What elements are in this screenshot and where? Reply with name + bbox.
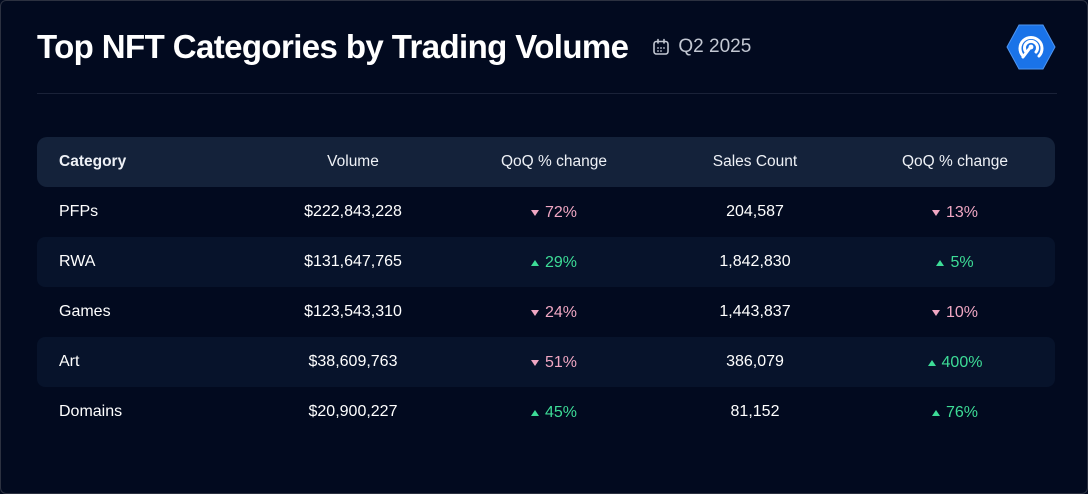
categories-table: Category Volume QoQ % change Sales Count… xyxy=(37,137,1055,437)
sales-change-indicator: 5% xyxy=(936,253,974,272)
header-volume-change: QoQ % change xyxy=(501,153,607,170)
sales-change-indicator: 13% xyxy=(931,203,979,222)
cell-sales-change: 400% xyxy=(855,353,1055,372)
cell-category: Games xyxy=(59,303,111,320)
header-sales-count: Sales Count xyxy=(712,153,798,170)
table-row: PFPs $222,843,228 72% 204,587 13% xyxy=(37,187,1055,237)
period-label: Q2 2025 xyxy=(678,36,752,57)
sales-change-indicator: 400% xyxy=(927,353,983,372)
cell-volume: $20,900,227 xyxy=(308,403,398,420)
volume-change-value: 45% xyxy=(544,403,578,421)
cell-volume-change: 29% xyxy=(453,253,655,272)
signal-logo-icon[interactable] xyxy=(1005,23,1057,71)
cell-volume: $123,543,310 xyxy=(304,303,402,320)
trend-down-icon xyxy=(530,359,539,366)
period-badge: Q2 2025 xyxy=(652,36,751,58)
cell-sales-count: 1,842,830 xyxy=(719,253,791,270)
page-title: Top NFT Categories by Trading Volume xyxy=(37,28,629,65)
sales-change-indicator: 76% xyxy=(931,403,979,422)
volume-change-indicator: 72% xyxy=(530,203,578,222)
trend-down-icon xyxy=(530,209,539,216)
cell-category: Domains xyxy=(59,403,123,420)
table-body: PFPs $222,843,228 72% 204,587 13% RWA $1… xyxy=(37,187,1055,437)
table-row: RWA $131,647,765 29% 1,842,830 5% xyxy=(37,237,1055,287)
trend-down-icon xyxy=(931,309,940,316)
trend-down-icon xyxy=(530,309,539,316)
sales-change-value: 13% xyxy=(945,203,979,221)
volume-change-indicator: 24% xyxy=(530,303,578,322)
header-category: Category xyxy=(59,153,127,170)
trend-up-icon xyxy=(927,359,936,366)
header: Top NFT Categories by Trading Volume Q2 … xyxy=(37,23,1057,71)
table-row: Games $123,543,310 24% 1,443,837 10% xyxy=(37,287,1055,337)
cell-sales-change: 5% xyxy=(855,253,1055,272)
cell-category: RWA xyxy=(59,253,96,270)
sales-change-value: 10% xyxy=(945,303,979,321)
volume-change-value: 24% xyxy=(544,303,578,321)
volume-change-value: 29% xyxy=(544,253,578,271)
header-volume: Volume xyxy=(327,153,379,170)
volume-change-value: 51% xyxy=(544,353,578,371)
volume-change-indicator: 51% xyxy=(530,353,578,372)
cell-sales-change: 10% xyxy=(855,303,1055,322)
cell-sales-count: 81,152 xyxy=(730,403,780,420)
sales-change-value: 5% xyxy=(950,253,974,271)
cell-volume-change: 45% xyxy=(453,403,655,422)
table-header: Category Volume QoQ % change Sales Count… xyxy=(37,137,1055,187)
trend-up-icon xyxy=(936,259,945,266)
cell-volume-change: 24% xyxy=(453,303,655,322)
header-divider xyxy=(37,93,1057,94)
cell-category: Art xyxy=(59,353,80,370)
sales-change-value: 76% xyxy=(945,403,979,421)
cell-volume-change: 72% xyxy=(453,203,655,222)
sales-change-indicator: 10% xyxy=(931,303,979,322)
cell-volume: $131,647,765 xyxy=(304,253,402,270)
table-row: Art $38,609,763 51% 386,079 400% xyxy=(37,337,1055,387)
cell-volume: $38,609,763 xyxy=(308,353,398,370)
volume-change-value: 72% xyxy=(544,203,578,221)
cell-sales-change: 13% xyxy=(855,203,1055,222)
cell-volume: $222,843,228 xyxy=(304,203,402,220)
trend-down-icon xyxy=(931,209,940,216)
cell-sales-count: 204,587 xyxy=(726,203,784,220)
trend-up-icon xyxy=(530,409,539,416)
cell-volume-change: 51% xyxy=(453,353,655,372)
trend-up-icon xyxy=(530,259,539,266)
sales-change-value: 400% xyxy=(941,353,983,371)
cell-sales-count: 386,079 xyxy=(726,353,784,370)
volume-change-indicator: 45% xyxy=(530,403,578,422)
header-sales-change: QoQ % change xyxy=(902,153,1008,170)
cell-category: PFPs xyxy=(59,203,99,220)
cell-sales-count: 1,443,837 xyxy=(719,303,791,320)
calendar-icon xyxy=(653,38,670,55)
cell-sales-change: 76% xyxy=(855,403,1055,422)
trend-up-icon xyxy=(931,409,940,416)
volume-change-indicator: 29% xyxy=(530,253,578,272)
table-row: Domains $20,900,227 45% 81,152 76% xyxy=(37,387,1055,437)
